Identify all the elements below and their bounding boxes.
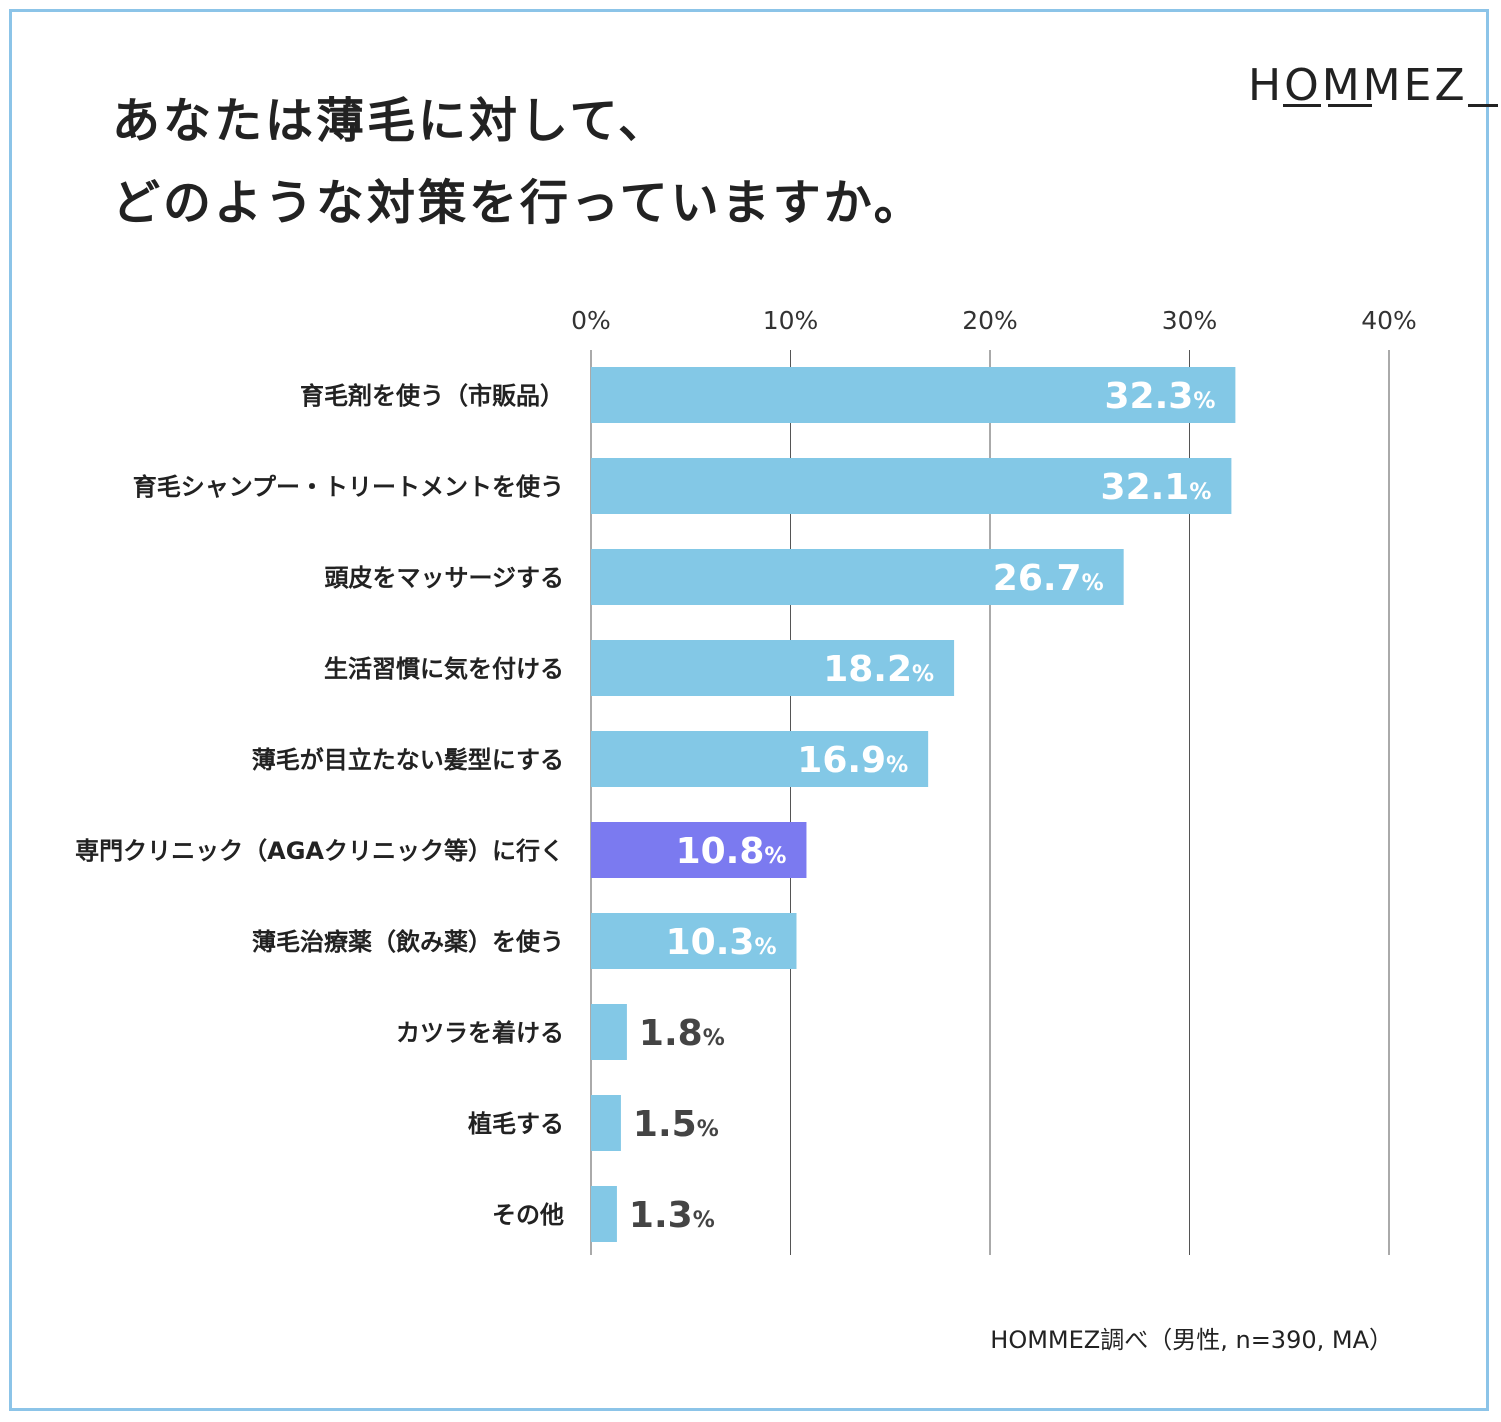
chart-title: あなたは薄毛に対して、 どのような対策を行っていますか。 — [112, 80, 925, 244]
value-label: 10.3% — [666, 922, 777, 963]
bar — [591, 1186, 617, 1242]
title-line-1: あなたは薄毛に対して、 — [112, 93, 670, 149]
bar — [591, 640, 955, 696]
source-note: HOMMEZ調べ（男性, n=390, MA） — [990, 1326, 1393, 1354]
value-label: 10.8% — [676, 831, 787, 872]
bar — [591, 1095, 621, 1151]
value-label: 18.2% — [823, 649, 934, 690]
category-label: 生活習慣に気を付ける — [324, 655, 564, 683]
value-label: 32.3% — [1105, 376, 1216, 417]
bar — [591, 731, 929, 787]
x-tick-label: 20% — [962, 306, 1018, 335]
x-tick-label: 0% — [571, 306, 611, 335]
title-line-2: どのような対策を行っていますか。 — [112, 175, 925, 231]
bar — [591, 367, 1236, 423]
x-tick-label: 40% — [1361, 306, 1417, 335]
category-label: 頭皮をマッサージする — [324, 564, 564, 592]
brand-underline-o — [1283, 104, 1321, 107]
value-label: 1.5% — [633, 1104, 719, 1145]
brand-underline-z — [1468, 104, 1498, 107]
category-label: 植毛する — [468, 1110, 564, 1138]
brand-underline-m — [1328, 104, 1372, 107]
value-label: 1.3% — [629, 1195, 715, 1236]
bar — [591, 913, 797, 969]
x-tick-label: 30% — [1162, 306, 1218, 335]
bar — [591, 458, 1232, 514]
category-label: 育毛シャンプー・トリートメントを使う — [133, 473, 564, 501]
brand-logo: HOMMEZ — [1248, 60, 1498, 111]
bar — [591, 822, 807, 878]
category-label: 専門クリニック（AGAクリニック等）に行く — [75, 837, 564, 865]
bar — [591, 549, 1124, 605]
value-label: 1.8% — [639, 1013, 725, 1054]
category-label: その他 — [492, 1201, 564, 1229]
value-label: 32.1% — [1101, 467, 1212, 508]
x-tick-label: 10% — [763, 306, 819, 335]
category-label: 育毛剤を使う（市販品） — [300, 382, 564, 410]
category-label: 薄毛が目立たない髪型にする — [252, 746, 564, 774]
category-label: カツラを着ける — [396, 1019, 564, 1047]
chart-frame — [9, 9, 1489, 1411]
bar — [591, 1004, 627, 1060]
brand-text: HOMMEZ — [1248, 60, 1468, 111]
value-label: 26.7% — [993, 558, 1104, 599]
category-label: 薄毛治療薬（飲み薬）を使う — [252, 928, 564, 956]
value-label: 16.9% — [797, 740, 908, 781]
